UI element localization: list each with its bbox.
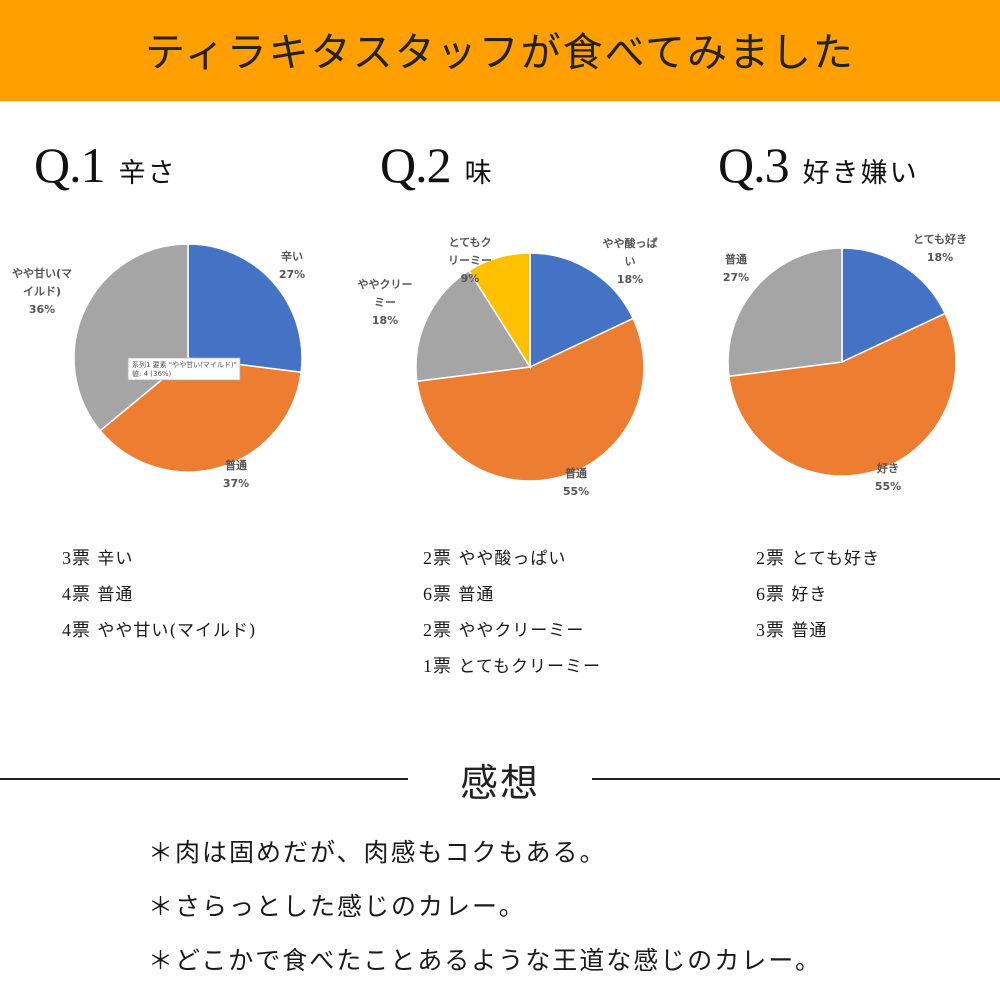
pie-slice [467,252,531,370]
header-banner: ティラキタスタッフが食べてみました [0,0,1000,101]
pie-slice [416,317,645,482]
vote-item: 4票 やや甘い(マイルド) [62,620,257,641]
pie-slice [187,243,303,374]
vote-item: 6票 好き [756,584,828,605]
comment-item: ＊どこかで食べたことあるような王道な感じのカレー。 [148,946,823,975]
question-2-topic: 味 [464,158,494,189]
vote-item: 2票 とても好き [756,548,881,569]
vote-item: 3票 普通 [756,620,828,641]
impressions-title: 感想 [459,761,540,805]
divider-right [592,778,1000,780]
vote-list-3: 2票 とても好き 6票 好き 3票 普通 [756,540,880,648]
pie-slice [529,252,635,369]
pie-data-label: 好き 55% [875,461,901,493]
tooltip-line: 値: 4 (36%) [132,369,172,378]
pie-data-label: 普通 55% [563,466,589,498]
pie-chart-spiciness: 辛い 27% 普通 37% やや甘い(マイルド) 36% 系列1 要素 "やや甘い(マイルド… [12,243,305,490]
comment-item: ＊肉は固めだが、肉感もコクもある。 [148,838,607,867]
divider-left [0,778,408,780]
question-2-number: Q.2 [380,137,452,193]
question-3-topic: 好き嫌い [802,158,919,189]
pie-slice [728,312,957,477]
pie-chart-preference: とても好き 18% 好き 55% 普通 27% [723,232,967,493]
vote-item: 2票 ややクリーミー [423,620,585,641]
pie-data-label: とても好き 18% [913,232,967,264]
pie-slice [73,243,189,432]
question-1-number: Q.1 [34,137,106,193]
vote-item: 4票 普通 [62,584,134,605]
pie-slice [99,357,302,473]
pie-slice [727,247,843,378]
pie-data-label: やや酸っぱい 18% [603,236,658,286]
pie-data-label: とてもクリーミー 9% [448,236,492,285]
impressions-comments: ＊肉は固めだが、肉感もコクもある。 ＊さらっとした感じのカレー。 ＊どこかで食べ… [148,826,822,988]
pie-data-label: ややクリーミー 18% [358,278,413,327]
vote-item: 6票 普通 [423,584,495,605]
pie-data-label: 普通 27% [723,252,749,284]
vote-list-2: 2票 やや酸っぱい 6票 普通 2票 ややクリーミー 1票 とてもクリーミー [423,540,601,684]
vote-item: 3票 辛い [62,548,134,569]
pie-slice [415,269,532,383]
vote-list-1: 3票 辛い 4票 普通 4票 やや甘い(マイルド) [62,540,257,648]
question-2-heading: Q.2 味 [380,136,494,194]
question-3-heading: Q.3 好き嫌い [718,136,919,194]
question-1-heading: Q.1 辛さ [34,136,177,194]
question-1-topic: 辛さ [118,158,177,189]
pie-chart-taste: やや酸っぱい 18% 普通 55% ややクリーミー 18% とてもクリーミー 9% [358,236,658,498]
comment-item: ＊さらっとした感じのカレー。 [148,892,526,921]
banner-title: ティラキタスタッフが食べてみました [145,29,855,76]
tooltip-line: 系列1 要素 "やや甘い(マイルド)" [132,360,237,369]
pie-data-label: 辛い 27% [279,249,305,281]
vote-item: 1票 とてもクリーミー [423,656,602,677]
pie-data-label: やや甘い(マイルド) 36% [12,266,72,316]
chart-tooltip: 系列1 要素 "やや甘い(マイルド)"値: 4 (36%) [127,357,241,381]
vote-item: 2票 やや酸っぱい [423,548,567,569]
pie-slice [841,247,947,364]
question-3-number: Q.3 [718,137,790,193]
pie-data-label: 普通 37% [223,458,249,490]
